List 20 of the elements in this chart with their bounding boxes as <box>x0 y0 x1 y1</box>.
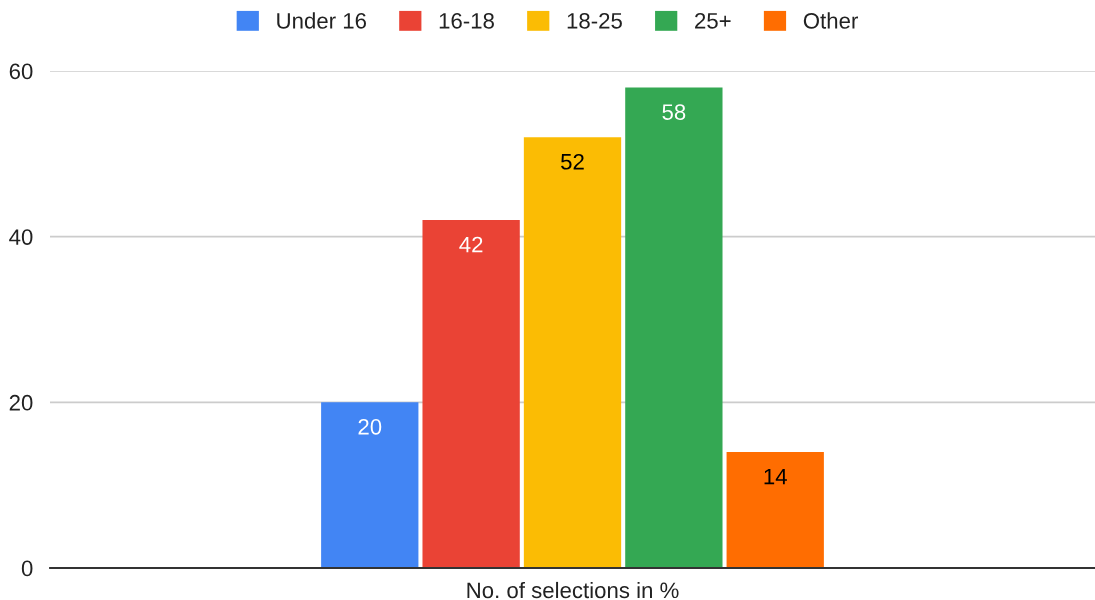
legend-label: Under 16 <box>277 12 366 29</box>
legend-label: Other <box>803 12 858 29</box>
bar <box>422 220 520 568</box>
bar <box>726 452 824 568</box>
data-label: 42 <box>459 236 483 253</box>
y-tick-label: 20 <box>9 394 33 411</box>
legend-label: 25+ <box>695 12 731 29</box>
y-tick-label: 40 <box>9 229 33 245</box>
bar <box>321 402 419 568</box>
data-label: 20 <box>358 418 382 435</box>
bar <box>625 87 723 568</box>
legend-label: 18-25 <box>567 12 622 29</box>
data-label: 14 <box>764 468 787 485</box>
y-tick-label: 60 <box>9 63 33 80</box>
data-label: 52 <box>561 153 584 170</box>
y-tick-label: 0 <box>21 560 33 577</box>
x-tick-label: No. of selections in % <box>467 581 679 599</box>
legend-label: 16-18 <box>439 12 494 29</box>
data-label: 58 <box>662 104 686 120</box>
bar <box>523 137 622 568</box>
